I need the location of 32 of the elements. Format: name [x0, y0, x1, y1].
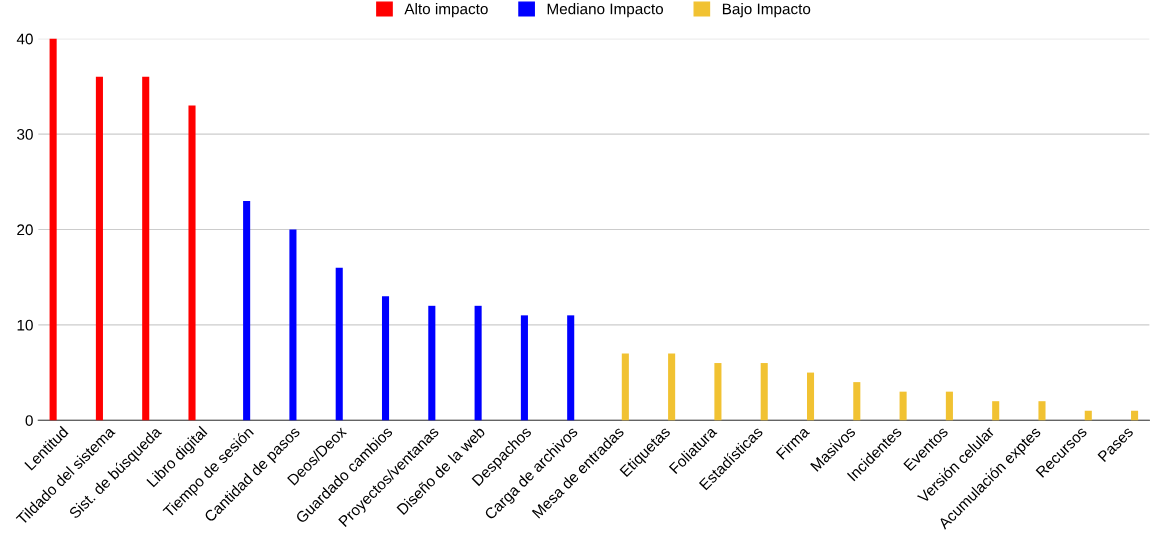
bar	[474, 305, 482, 421]
bar	[188, 105, 196, 421]
y-tick-label: 10	[17, 319, 33, 331]
legend-label: Mediano Impacto	[547, 3, 664, 18]
bar	[945, 391, 953, 421]
bar	[1038, 401, 1046, 421]
bar	[992, 401, 1000, 421]
bar	[760, 363, 768, 421]
bar	[289, 229, 297, 421]
bar	[853, 382, 861, 421]
bar	[95, 76, 103, 421]
bar	[520, 315, 528, 421]
bar	[621, 353, 629, 421]
bar	[335, 267, 343, 421]
bar	[668, 353, 676, 421]
y-tick-label: 20	[17, 224, 33, 236]
y-tick-label: 30	[17, 128, 33, 140]
y-tick-label: 0	[25, 415, 33, 426]
bar	[428, 305, 436, 421]
bar	[49, 38, 57, 421]
bar	[243, 200, 251, 421]
bar	[1131, 410, 1139, 421]
bar	[714, 363, 722, 421]
bar	[899, 391, 907, 421]
legend-label: Bajo Impacto	[722, 3, 811, 18]
legend-label: Alto impacto	[404, 3, 488, 18]
y-tick-label: 40	[16, 33, 33, 45]
bar	[381, 296, 390, 421]
bar	[1084, 410, 1092, 421]
bar	[567, 315, 575, 421]
bar	[806, 372, 815, 421]
bar	[142, 76, 150, 421]
